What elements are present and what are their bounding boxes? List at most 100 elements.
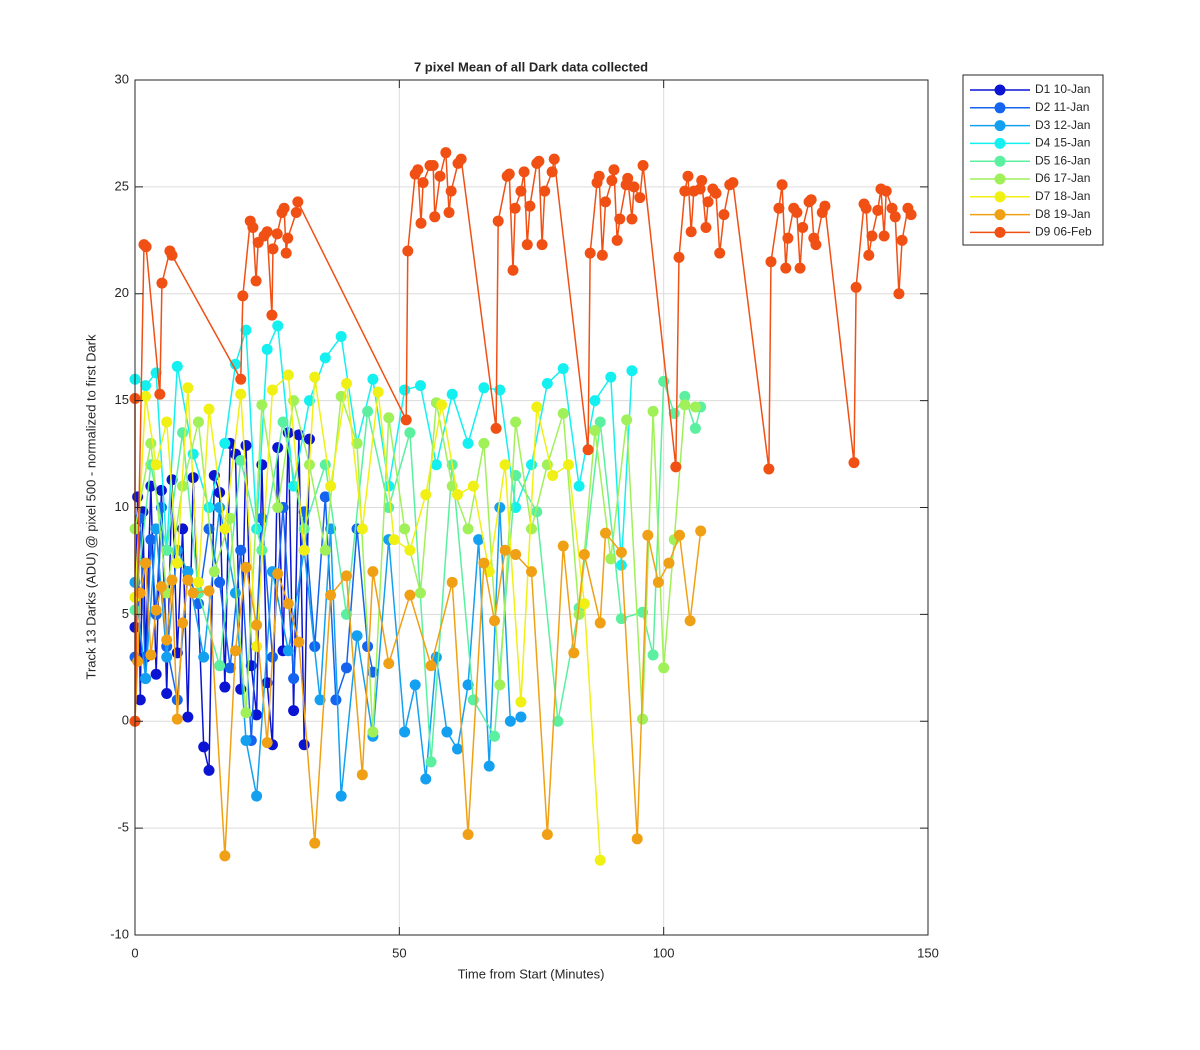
data-point: [219, 681, 231, 693]
y-tick-label: 15: [115, 392, 129, 407]
data-point: [634, 192, 646, 204]
data-point: [214, 660, 226, 672]
data-point: [134, 587, 146, 599]
data-point: [404, 427, 416, 439]
data-point: [229, 358, 241, 370]
data-point: [414, 587, 426, 599]
data-point: [319, 544, 331, 556]
data-point: [325, 589, 337, 601]
legend-label: D8 19-Jan: [1035, 207, 1090, 221]
data-point: [563, 459, 575, 471]
data-point: [425, 660, 437, 672]
data-point: [445, 185, 457, 197]
data-point: [863, 249, 875, 261]
data-point: [166, 574, 178, 586]
data-point: [510, 416, 522, 428]
data-point: [628, 181, 640, 193]
data-point: [399, 384, 411, 396]
data-point: [140, 390, 152, 402]
data-point: [694, 183, 706, 195]
data-point: [417, 177, 429, 189]
data-point: [557, 407, 569, 419]
data-point: [367, 566, 379, 578]
data-point: [700, 221, 712, 233]
legend-label: D6 17-Jan: [1035, 171, 1090, 185]
data-point: [177, 427, 189, 439]
data-point: [637, 713, 649, 725]
data-point: [429, 211, 441, 223]
data-point: [490, 422, 502, 434]
data-point: [214, 502, 226, 513]
data-point: [303, 433, 315, 445]
data-point: [515, 711, 527, 723]
data-point: [443, 207, 455, 219]
data-point: [494, 679, 506, 691]
data-point: [695, 525, 707, 537]
legend-marker: [994, 84, 1006, 96]
legend-label: D7 18-Jan: [1035, 189, 1090, 203]
data-point: [531, 401, 543, 413]
data-point: [436, 399, 448, 411]
data-point: [150, 668, 162, 680]
data-point: [526, 459, 537, 471]
data-point: [235, 373, 247, 385]
data-point: [689, 422, 701, 434]
data-point: [499, 544, 511, 556]
data-point: [340, 378, 352, 390]
data-point: [621, 414, 633, 426]
data-point: [409, 679, 421, 691]
data-point: [192, 416, 204, 428]
legend-marker: [994, 173, 1006, 185]
data-point: [478, 437, 490, 449]
data-point: [515, 185, 527, 197]
data-point: [171, 360, 183, 372]
y-tick-label: 0: [122, 713, 129, 728]
data-point: [893, 288, 905, 300]
data-point: [763, 463, 775, 475]
data-point: [150, 604, 162, 616]
data-point: [503, 168, 515, 180]
data-point: [507, 264, 519, 276]
data-point: [593, 170, 605, 182]
data-point: [552, 715, 564, 727]
data-point: [288, 673, 300, 684]
data-point: [582, 444, 594, 456]
data-point: [600, 196, 612, 208]
data-point: [615, 546, 627, 558]
data-point: [557, 363, 569, 375]
legend-marker: [994, 155, 1006, 167]
data-point: [415, 217, 427, 229]
data-point: [866, 230, 878, 242]
data-point: [905, 209, 917, 221]
data-point: [647, 405, 659, 417]
data-point: [402, 245, 414, 257]
y-tick-label: -5: [117, 820, 129, 835]
data-point: [198, 741, 210, 753]
y-tick-label: 20: [115, 285, 129, 300]
data-point: [478, 557, 490, 569]
data-point: [880, 185, 892, 197]
data-point: [455, 153, 467, 165]
data-point: [848, 457, 860, 469]
data-point: [765, 256, 777, 268]
data-point: [166, 474, 178, 486]
data-point: [271, 228, 283, 240]
data-point: [594, 416, 606, 428]
legend-marker: [994, 209, 1006, 221]
data-point: [462, 523, 474, 535]
data-point: [240, 734, 252, 746]
data-point: [611, 234, 623, 246]
data-point: [362, 405, 374, 417]
data-point: [290, 207, 302, 219]
data-point: [219, 523, 231, 535]
data-point: [886, 202, 898, 214]
legend-marker: [994, 191, 1006, 203]
data-point: [684, 615, 696, 627]
data-point: [314, 694, 326, 706]
data-point: [860, 202, 872, 214]
data-point: [399, 523, 411, 535]
data-point: [547, 469, 559, 481]
data-point: [367, 726, 379, 738]
data-point: [335, 331, 347, 342]
data-point: [282, 598, 294, 610]
